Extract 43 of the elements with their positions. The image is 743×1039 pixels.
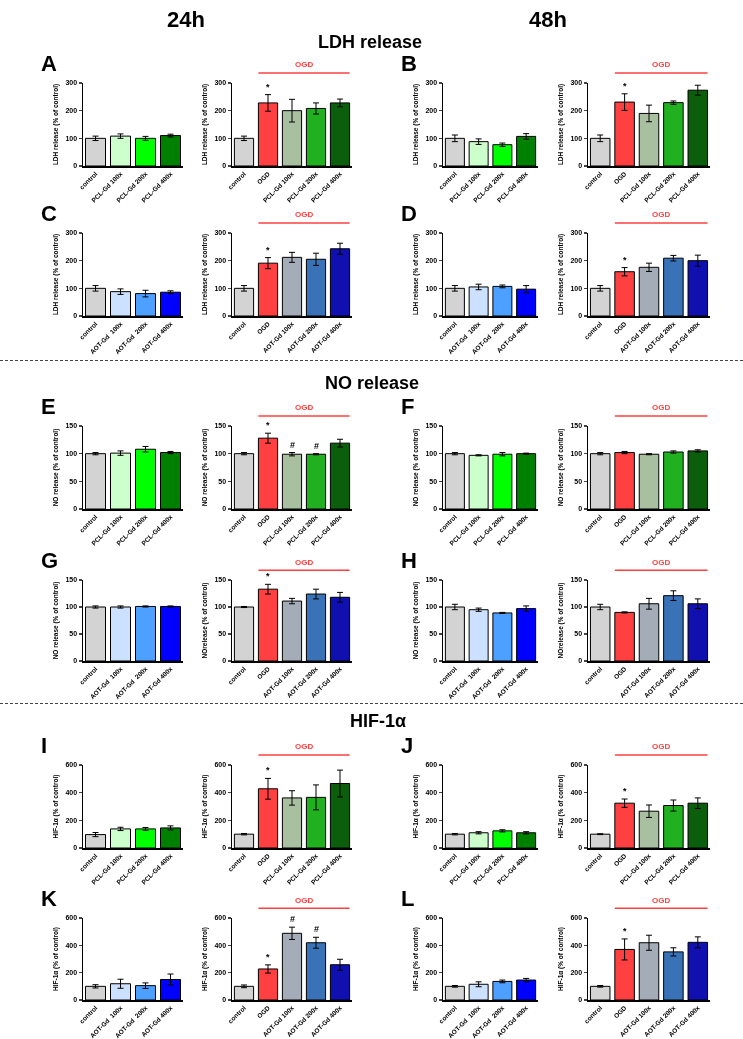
data-label: * [266, 82, 270, 92]
chart-title: C [41, 201, 57, 227]
chart-title: I [41, 733, 48, 759]
chart-title: B [401, 51, 417, 77]
text: OGD [652, 742, 671, 751]
chart-title: D [401, 201, 417, 227]
text: 48h [529, 7, 567, 33]
chart-title: L [401, 886, 415, 912]
data-label: * [266, 765, 270, 775]
data-label: * [623, 786, 627, 796]
text: OGD [652, 403, 671, 412]
data-label: * [623, 255, 627, 265]
text: NO release [324, 372, 420, 394]
text: OGD [295, 558, 314, 567]
chart-title: J [401, 733, 414, 759]
text: OGD [295, 742, 314, 751]
text: OGD [652, 896, 671, 905]
data-label: * [266, 952, 270, 962]
chart-title: H [401, 548, 417, 574]
text: OGD [295, 896, 314, 905]
chart-title: G [41, 548, 59, 574]
text: OGD [295, 210, 314, 219]
text: OGD [652, 210, 671, 219]
chart-title: F [401, 394, 415, 420]
text: HIF-1α [349, 710, 407, 732]
data-label: # [290, 440, 296, 450]
chart-title: A [41, 51, 57, 77]
data-label: * [266, 245, 270, 255]
data-label: * [266, 571, 270, 581]
data-label: # [314, 441, 320, 451]
chart-title: E [41, 394, 56, 420]
text: OGD [295, 60, 314, 69]
data-label: # [290, 914, 296, 924]
data-label: * [623, 926, 627, 936]
text: OGD [652, 558, 671, 567]
data-label: * [266, 420, 270, 430]
text: OGD [295, 403, 314, 412]
chart-title: K [41, 886, 57, 912]
text: 24h [167, 7, 205, 33]
text: LDH release [317, 31, 423, 53]
data-label: * [623, 81, 627, 91]
text: OGD [652, 60, 671, 69]
data-label: # [314, 924, 320, 934]
